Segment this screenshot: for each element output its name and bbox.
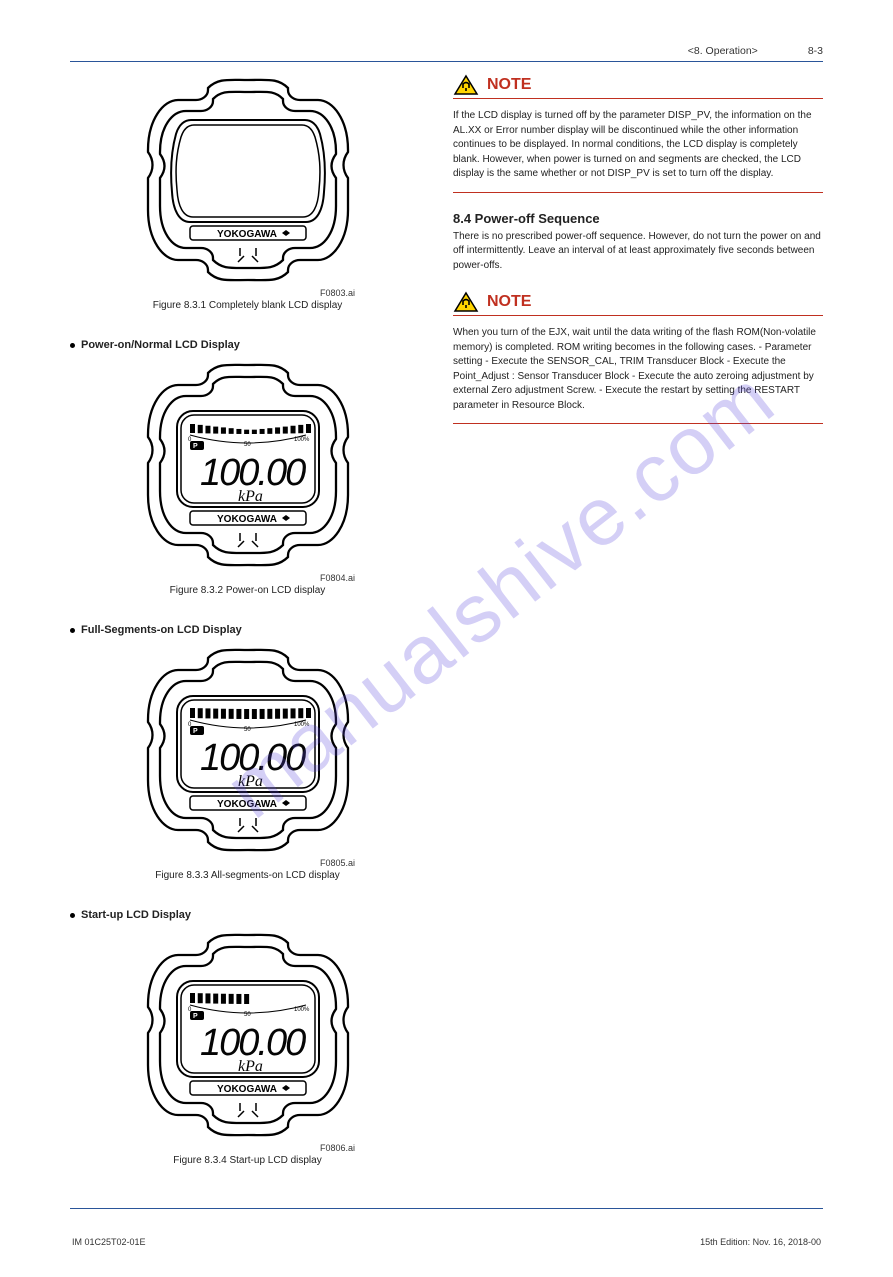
bottom-rule [70, 1208, 823, 1209]
note-2-rule-top [453, 315, 823, 316]
figure-power-on-id: F0804.ai [70, 573, 425, 583]
svg-text:YOKOGAWA: YOKOGAWA [217, 229, 277, 240]
bullet-icon [70, 343, 75, 348]
label-full-on: Full-Segments-on LCD Display [70, 624, 425, 636]
svg-text:100%: 100% [294, 722, 310, 728]
note-2-rule-bottom [453, 423, 823, 424]
figure-full-segments-caption: Figure 8.3.3 All-segments-on LCD display [70, 870, 425, 881]
svg-text:YOKOGAWA: YOKOGAWA [217, 1084, 277, 1095]
note-2-body: When you turn of the EJX, wait until the… [453, 326, 823, 413]
svg-text:50: 50 [244, 1012, 251, 1018]
note-1-heading: NOTE [453, 74, 823, 96]
svg-text:kPa: kPa [238, 488, 263, 505]
figure-startup-id: F0806.ai [70, 1143, 425, 1153]
note-1-body: If the LCD display is turned off by the … [453, 109, 823, 182]
device-blank-svg: YOKOGAWA [138, 70, 358, 290]
svg-text:50: 50 [244, 727, 251, 733]
svg-text:100%: 100% [294, 437, 310, 443]
device-full-segments-svg: 0 50 100% P 100.00 kPa YOKOGAWA [138, 640, 358, 860]
device-startup-svg: 0 50 100% P 100.00 kPa YOKOGAWA [138, 925, 358, 1145]
note-2-heading: NOTE [453, 291, 823, 313]
label-startup: Start-up LCD Display [70, 909, 425, 921]
section-8-4-body: There is no prescribed power-off sequenc… [453, 230, 823, 274]
svg-text:P: P [193, 1013, 198, 1020]
header-page: 8-3 [808, 45, 823, 57]
figure-full-segments: 0 50 100% P 100.00 kPa YOKOGAWA F0805.ai… [70, 640, 425, 881]
figure-startup-caption: Figure 8.3.4 Start-up LCD display [70, 1155, 425, 1166]
figure-blank: YOKOGAWA F0803.ai Figure 8.3.1 Completel… [70, 70, 425, 311]
figure-blank-id: F0803.ai [70, 288, 425, 298]
header-section: <8. Operation> [688, 45, 758, 57]
figure-power-on-caption: Figure 8.3.2 Power-on LCD display [70, 585, 425, 596]
svg-text:YOKOGAWA: YOKOGAWA [217, 514, 277, 525]
svg-text:100%: 100% [294, 1007, 310, 1013]
svg-text:50: 50 [244, 442, 251, 448]
svg-text:P: P [193, 443, 198, 450]
figure-full-segments-id: F0805.ai [70, 858, 425, 868]
bullet-icon [70, 913, 75, 918]
svg-text:kPa: kPa [238, 1058, 263, 1075]
figure-power-on: 0 50 100% P 100.00 kPa YOKOGAWA F0804.ai… [70, 355, 425, 596]
section-8-4-heading: 8.4 Power-off Sequence [453, 211, 823, 226]
label-power-on: Power-on/Normal LCD Display [70, 339, 425, 351]
note-1-rule-top [453, 98, 823, 99]
top-rule [70, 61, 823, 62]
svg-text:YOKOGAWA: YOKOGAWA [217, 799, 277, 810]
svg-text:P: P [193, 728, 198, 735]
figure-startup: 0 50 100% P 100.00 kPa YOKOGAWA F0806.ai… [70, 925, 425, 1166]
device-power-on-svg: 0 50 100% P 100.00 kPa YOKOGAWA [138, 355, 358, 575]
footer-left: IM 01C25T02-01E [72, 1237, 146, 1247]
caution-icon [453, 291, 479, 313]
note-1-rule-bottom [453, 192, 823, 193]
svg-text:kPa: kPa [238, 773, 263, 790]
footer-right: 15th Edition: Nov. 16, 2018-00 [700, 1237, 821, 1247]
figure-blank-caption: Figure 8.3.1 Completely blank LCD displa… [70, 300, 425, 311]
caution-icon [453, 74, 479, 96]
bullet-icon [70, 628, 75, 633]
